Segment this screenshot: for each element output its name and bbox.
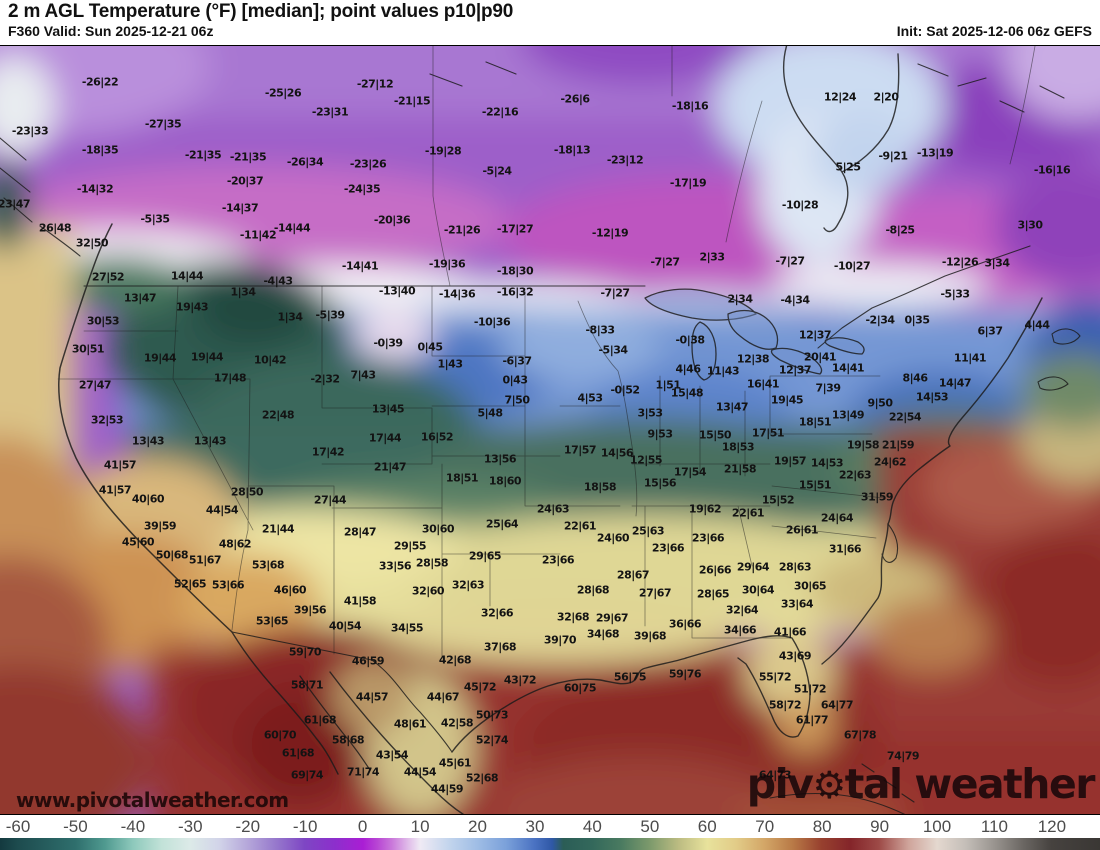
- colorbar-tick: 80: [812, 817, 832, 836]
- colorbar-tick: 50: [640, 817, 660, 836]
- mexico-west-coast: [329, 671, 465, 814]
- colorbar-tick: -10: [292, 817, 318, 836]
- colorbar-tick: 100: [922, 817, 952, 836]
- watermark-url: www.pivotalweather.com: [16, 788, 289, 812]
- state-boundaries: [57, 46, 1036, 659]
- lake-superior: [644, 288, 757, 321]
- pacific-coastline: [58, 223, 233, 633]
- colorbar: -60 -50 -40 -30 -20 -10 0 10 20 30 40 50 60 70 80 90 100…: [0, 815, 1100, 850]
- geo-borders: [0, 46, 1081, 814]
- st-lawrence: [817, 245, 1031, 349]
- lake-erie: [770, 347, 823, 375]
- colorbar-tick: 120: [1037, 817, 1067, 836]
- colorbar-tick: 90: [870, 817, 890, 836]
- colorbar-tick: -60: [5, 817, 31, 836]
- baja-coast: [231, 631, 339, 775]
- florida-outline: [685, 635, 811, 738]
- gear-icon: ⚙: [812, 763, 846, 807]
- pivotalweather-logo: piv⚙tal weather: [746, 760, 1096, 808]
- lake-michigan: [691, 321, 717, 381]
- colorbar-tick: 20: [468, 817, 487, 836]
- colorbar-gradient: [0, 838, 1100, 850]
- logo-text-part2: tal weather: [844, 760, 1096, 808]
- lake-ontario: [824, 337, 865, 355]
- colorbar-tick: 30: [525, 817, 545, 836]
- temperature-field: [0, 46, 1100, 814]
- header: 2 m AGL Temperature (°F) [median]; point…: [0, 0, 1100, 45]
- colorbar-tick: -20: [235, 817, 261, 836]
- gulf-of-california: [299, 675, 371, 771]
- colorbar-tick: 60: [697, 817, 717, 836]
- map-title: 2 m AGL Temperature (°F) [median]; point…: [8, 1, 514, 22]
- colorbar-tick: 110: [980, 817, 1009, 836]
- logo-text-part1: piv: [746, 760, 814, 808]
- init-time-label: Init: Sat 2025-12-06 06z GEFS: [896, 23, 1092, 39]
- atlantic-coastline: [821, 297, 1043, 665]
- delmarva: [881, 523, 899, 563]
- colorbar-tick: -40: [120, 817, 146, 836]
- nova-scotia-newfoundland: [1037, 328, 1081, 391]
- valid-time-label: F360 Valid: Sun 2025-12-21 06z: [8, 23, 214, 39]
- map-canvas[interactable]: [0, 45, 1100, 815]
- colorbar-tick: 0: [357, 817, 368, 836]
- gulf-coast: [451, 657, 687, 753]
- colorbar-tick: 70: [755, 817, 775, 836]
- lake-huron: [727, 309, 779, 350]
- colorbar-tick: 40: [582, 817, 602, 836]
- us-mexico-border: [231, 631, 453, 753]
- colorbar-tick: 10: [410, 817, 430, 836]
- colorbar-tick: -30: [178, 817, 203, 836]
- colorbar-tick: -50: [63, 817, 88, 836]
- hudson-bay-east: [841, 53, 900, 173]
- islands-and-details: [0, 61, 1065, 814]
